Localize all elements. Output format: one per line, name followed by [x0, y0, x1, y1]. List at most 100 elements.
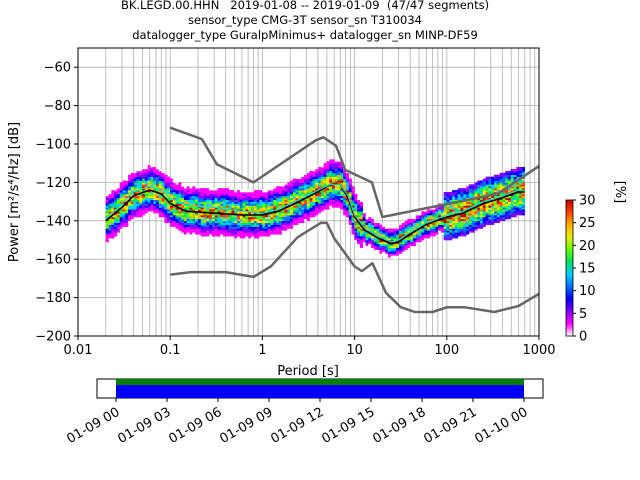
density-cell — [183, 199, 188, 202]
density-cell — [329, 161, 333, 164]
density-cell — [169, 211, 174, 214]
density-cell — [209, 222, 213, 225]
density-cell — [234, 201, 238, 204]
density-cell — [262, 230, 266, 233]
density-cell — [256, 190, 260, 193]
density-cell — [192, 222, 196, 225]
density-cell — [231, 236, 235, 239]
density-cell — [502, 192, 506, 195]
density-cell — [234, 215, 238, 218]
density-cell — [153, 193, 157, 197]
density-cell — [220, 218, 224, 222]
density-cell — [435, 207, 439, 210]
density-cell — [114, 226, 118, 229]
density-cell — [203, 216, 207, 220]
density-cell — [513, 213, 517, 216]
density-cell — [318, 167, 322, 170]
density-cell — [502, 190, 506, 193]
density-cell — [485, 184, 489, 187]
density-cell — [493, 178, 498, 181]
density-cell — [197, 190, 202, 193]
density-cell — [446, 193, 450, 197]
density-cell — [298, 176, 302, 179]
density-cell — [290, 226, 294, 229]
density-cell — [158, 184, 162, 187]
density-cell — [446, 238, 450, 241]
density-cell — [161, 197, 165, 200]
density-cell — [122, 188, 126, 191]
density-cell — [250, 207, 255, 210]
density-cell — [507, 174, 512, 177]
density-cell — [290, 188, 294, 191]
density-cell — [234, 197, 238, 200]
density-cell — [150, 165, 154, 168]
density-cell — [119, 199, 123, 202]
density-cell — [329, 174, 333, 177]
density-cell — [429, 213, 433, 216]
density-cell — [507, 172, 512, 176]
density-cell — [295, 176, 299, 179]
density-cell — [306, 205, 310, 208]
density-cell — [169, 192, 174, 195]
density-cell — [203, 220, 207, 224]
density-cell — [161, 192, 165, 195]
density-cell — [133, 188, 137, 191]
density-cell — [108, 192, 112, 195]
density-cell — [491, 192, 495, 195]
density-cell — [460, 222, 464, 225]
density-cell — [471, 188, 475, 191]
density-cell — [183, 190, 188, 193]
density-cell — [323, 167, 327, 170]
density-cell — [499, 178, 503, 181]
density-cell — [203, 213, 207, 216]
density-cell — [326, 203, 330, 206]
density-cell — [348, 192, 352, 195]
density-cell — [320, 205, 324, 208]
density-cell — [125, 193, 129, 197]
density-cell — [412, 243, 417, 247]
density-cell — [111, 201, 115, 204]
density-cell — [443, 226, 447, 229]
density-cell — [125, 188, 129, 191]
density-cell — [393, 228, 397, 231]
density-cell — [331, 188, 336, 191]
density-cell — [516, 213, 520, 216]
density-cell — [164, 188, 168, 191]
density-cell — [259, 199, 263, 202]
density-cell — [228, 224, 232, 227]
density-cell — [203, 207, 207, 210]
density-cell — [206, 213, 210, 216]
density-cell — [245, 190, 249, 193]
density-cell — [343, 199, 347, 202]
density-cell — [354, 199, 358, 202]
density-cell — [418, 236, 422, 239]
density-cell — [172, 182, 176, 185]
density-cell — [365, 226, 369, 229]
density-cell — [128, 186, 132, 189]
density-cell — [111, 205, 115, 208]
density-cell — [407, 218, 411, 222]
density-cell — [435, 213, 439, 216]
density-cell — [200, 195, 204, 199]
density-cell — [200, 213, 204, 216]
density-cell — [139, 213, 143, 216]
density-cell — [499, 201, 503, 204]
density-cell — [262, 216, 266, 220]
density-cell — [119, 218, 123, 222]
density-cell — [496, 213, 500, 216]
density-cell — [203, 199, 207, 202]
density-cell — [164, 192, 168, 195]
density-cell — [292, 209, 296, 212]
density-cell — [471, 186, 475, 189]
density-cell — [510, 205, 514, 208]
density-cell — [195, 193, 199, 197]
density-cell — [480, 216, 484, 220]
density-cell — [373, 241, 377, 245]
density-cell — [415, 230, 419, 233]
density-cell — [471, 216, 475, 220]
density-cell — [454, 226, 458, 229]
density-cell — [452, 232, 456, 235]
density-cell — [401, 220, 405, 224]
density-cell — [438, 211, 442, 214]
density-cell — [460, 226, 464, 229]
